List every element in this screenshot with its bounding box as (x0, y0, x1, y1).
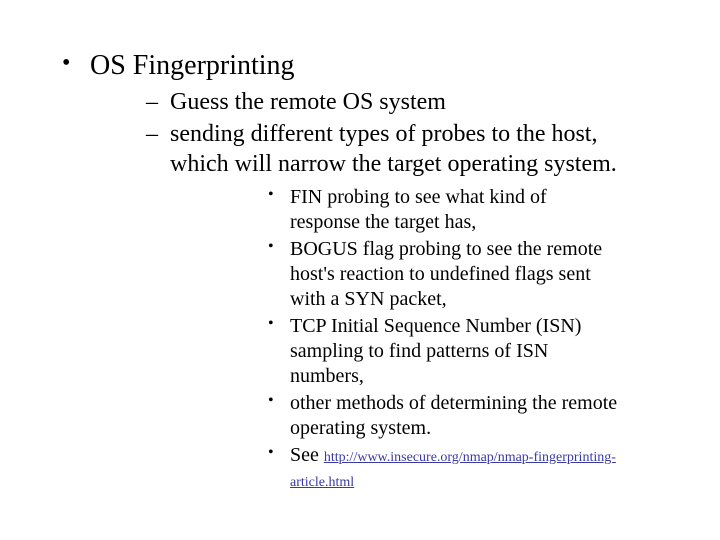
detail-item: BOGUS flag probing to see the remote hos… (170, 237, 650, 312)
see-label: See (290, 444, 324, 466)
sub-item: Guess the remote OS system (90, 87, 680, 117)
sub-item-text: Guess the remote OS system (170, 89, 446, 115)
detail-item-see: See http://www.insecure.org/nmap/nmap-fi… (170, 443, 650, 493)
heading-text: OS Fingerprinting (90, 50, 295, 81)
sub-item-text: sending different types of probes to the… (170, 121, 617, 177)
detail-item: other methods of determining the remote … (170, 391, 650, 441)
nmap-fingerprinting-link[interactable]: http://www.insecure.org/nmap/nmap-finger… (290, 450, 616, 490)
detail-list: FIN probing to see what kind of response… (170, 185, 650, 493)
detail-item-text: FIN probing to see what kind of response… (290, 186, 547, 233)
detail-item: FIN probing to see what kind of response… (170, 185, 650, 235)
sub-item: sending different types of probes to the… (90, 119, 680, 493)
sub-list: Guess the remote OS system sending diffe… (90, 87, 680, 493)
outline-list: OS Fingerprinting Guess the remote OS sy… (40, 48, 680, 493)
slide: OS Fingerprinting Guess the remote OS sy… (0, 0, 720, 540)
heading-os-fingerprinting: OS Fingerprinting Guess the remote OS sy… (40, 48, 680, 493)
detail-item-text: other methods of determining the remote … (290, 392, 617, 439)
detail-item-text: BOGUS flag probing to see the remote hos… (290, 238, 602, 310)
detail-item-text: TCP Initial Sequence Number (ISN) sampli… (290, 315, 581, 387)
detail-item: TCP Initial Sequence Number (ISN) sampli… (170, 314, 650, 389)
